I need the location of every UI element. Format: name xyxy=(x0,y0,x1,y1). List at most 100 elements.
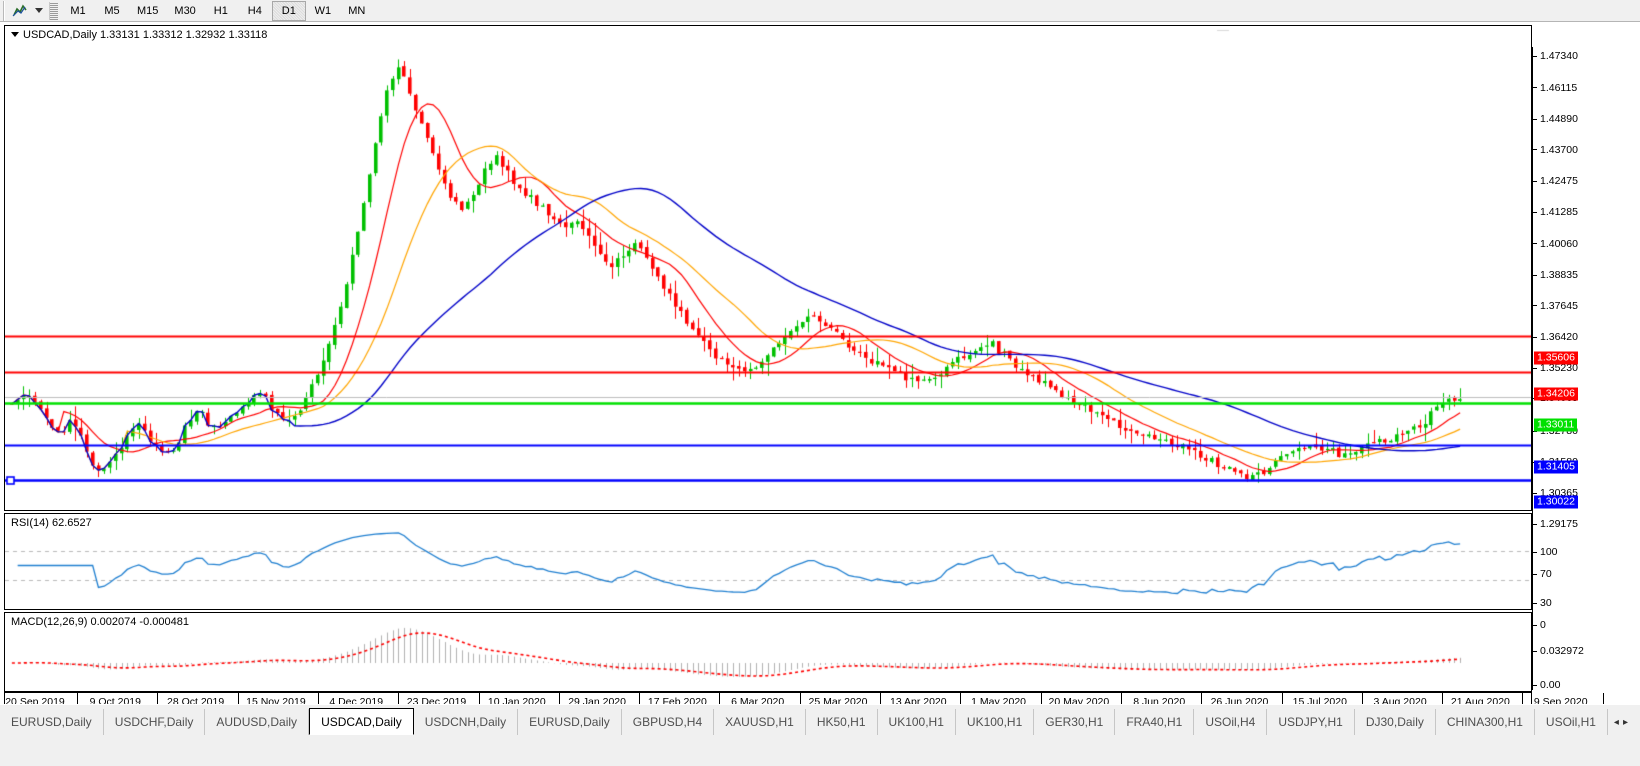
toolbar-drag-handle[interactable] xyxy=(1,0,10,21)
chart-tab-usdcnh-daily[interactable]: USDCNH,Daily xyxy=(414,709,519,735)
chart-tab-label: CHINA300,H1 xyxy=(1446,715,1523,729)
price-tick-label: 1.37645 xyxy=(1540,299,1578,312)
chart-tab-xauusd-h1[interactable]: XAUUSD,H1 xyxy=(714,709,806,735)
date-axis-tick-mark xyxy=(478,693,480,712)
timeframe-button-h1[interactable]: H1 xyxy=(213,4,228,17)
rsi-tick-mark xyxy=(1533,551,1537,553)
rsi-tick-label: 70 xyxy=(1540,567,1552,580)
price-tick-mark xyxy=(1533,367,1537,369)
price-tick-mark xyxy=(1533,243,1537,245)
timeframe-button-m15[interactable]: M15 xyxy=(137,4,159,17)
date-axis-tick-mark xyxy=(960,693,962,712)
price-level-label-resistance[interactable]: 1.34206 xyxy=(1534,387,1578,401)
macd-tick-mark xyxy=(1533,650,1537,652)
date-axis-tick-mark xyxy=(157,693,159,712)
price-tick-label: 1.42475 xyxy=(1540,175,1578,188)
date-axis-tick-mark xyxy=(1522,693,1524,712)
timeframe-button-w1[interactable]: W1 xyxy=(314,4,332,17)
chart-tab-eurusd-daily[interactable]: EURUSD,Daily xyxy=(518,709,622,735)
price-pane[interactable]: USDCAD,Daily 1.33131 1.33312 1.32932 1.3… xyxy=(4,25,1532,511)
chart-tab-label: USDCNH,Daily xyxy=(424,715,507,729)
timeframe-button-m30[interactable]: M30 xyxy=(174,4,196,17)
chart-tab-hk50-h1[interactable]: HK50,H1 xyxy=(806,709,878,735)
price-tick-mark xyxy=(1533,493,1537,495)
price-tick-label: 1.38835 xyxy=(1540,269,1578,282)
timeframe-button-h4[interactable]: H4 xyxy=(247,4,262,17)
chart-tab-label: USDCHF,Daily xyxy=(114,715,194,729)
symbol-ohlc-label: USDCAD,Daily 1.33131 1.33312 1.32932 1.3… xyxy=(11,29,267,41)
chart-tab-label: GER30,H1 xyxy=(1045,715,1104,729)
price-tick-mark xyxy=(1533,337,1537,339)
timeframe-button-m1[interactable]: M1 xyxy=(70,4,86,17)
rsi-tick-mark xyxy=(1533,602,1537,604)
chart-tab-china300-h1[interactable]: CHINA300,H1 xyxy=(1436,709,1535,735)
chart-tab-usdcad-daily[interactable]: USDCAD,Daily xyxy=(309,708,414,735)
rsi-label: RSI(14) 62.6527 xyxy=(11,517,92,529)
macd-tick-label: 0.00 xyxy=(1540,679,1561,691)
chart-tab-label: FRA40,H1 xyxy=(1126,715,1183,729)
chart-tab-label: DJ30,Daily xyxy=(1365,715,1424,729)
price-tick-mark xyxy=(1533,523,1537,525)
chart-tab-label: EURUSD,Daily xyxy=(11,715,92,729)
price-tick-label: 1.43700 xyxy=(1540,143,1578,156)
price-level-label-support[interactable]: 1.30022 xyxy=(1534,495,1578,509)
timeframe-button-mn[interactable]: MN xyxy=(348,4,366,17)
date-axis-tick-mark xyxy=(1361,693,1363,712)
chart-tab-gbpusd-h4[interactable]: GBPUSD,H4 xyxy=(622,709,715,735)
price-axis-tick: 1.37645 xyxy=(1533,300,1578,312)
tabstrip-scroll-left-icon[interactable]: ◂ xyxy=(1613,716,1619,728)
chart-type-dropdown-icon[interactable] xyxy=(32,1,46,21)
tabstrip-scroll-arrows[interactable]: ◂ ▸ xyxy=(1608,709,1634,735)
rsi-axis-tick: 30 xyxy=(1533,597,1552,609)
rsi-pane[interactable]: RSI(14) 62.6527 xyxy=(4,513,1532,610)
chart-tab-usoil-h1[interactable]: USOil,H1 xyxy=(1535,709,1608,735)
rsi-tick-mark xyxy=(1533,624,1537,626)
date-axis-tick-mark xyxy=(880,693,881,712)
date-axis-tick-mark xyxy=(1120,693,1122,712)
top-toolbar: M1 M5 M15 M30 H1 H4 D1 W1 MN xyxy=(0,0,1640,22)
price-level-label-resistance[interactable]: 1.35606 xyxy=(1534,351,1578,365)
chart-tab-usdchf-daily[interactable]: USDCHF,Daily xyxy=(104,709,206,735)
chart-tab-audusd-daily[interactable]: AUDUSD,Daily xyxy=(205,709,310,735)
chart-type-icon[interactable] xyxy=(10,1,32,21)
price-tick-label: 1.44890 xyxy=(1540,113,1578,126)
price-axis-tick: 1.35230 xyxy=(1533,362,1578,374)
chart-tab-ger30-h1[interactable]: GER30,H1 xyxy=(1034,709,1116,735)
price-tick-mark xyxy=(1533,274,1537,276)
timeframe-button-d1[interactable]: D1 xyxy=(271,0,306,21)
price-tick-label: 1.29175 xyxy=(1540,518,1578,530)
price-level-label-current-price[interactable]: 1.33011 xyxy=(1534,418,1578,432)
chart-tab-label: USOil,H1 xyxy=(1545,715,1596,729)
price-level-label-support[interactable]: 1.31405 xyxy=(1534,460,1578,474)
macd-pane[interactable]: MACD(12,26,9) 0.002074 -0.000481 xyxy=(4,612,1532,692)
chart-tab-uk100-h1[interactable]: UK100,H1 xyxy=(956,709,1035,735)
price-tick-label: 1.40060 xyxy=(1540,237,1578,250)
rsi-axis-tick: 0 xyxy=(1533,619,1546,631)
chart-tab-label: XAUUSD,H1 xyxy=(725,715,794,729)
chart-tab-usdjpy-h1[interactable]: USDJPY,H1 xyxy=(1267,709,1355,735)
chart-tab-dj30-daily[interactable]: DJ30,Daily xyxy=(1355,709,1436,735)
date-axis-tick-mark xyxy=(317,693,319,712)
chart-tab-eurusd-daily[interactable]: EURUSD,Daily xyxy=(0,709,104,735)
chart-tab-fra40-h1[interactable]: FRA40,H1 xyxy=(1115,709,1195,735)
collapse-triangle-icon[interactable] xyxy=(11,31,19,37)
date-axis-tick-mark xyxy=(1040,693,1042,712)
tabstrip-scroll-right-icon[interactable]: ▸ xyxy=(1622,716,1628,728)
chart-tab-usoil-h4[interactable]: USOil,H4 xyxy=(1194,709,1268,735)
price-tick-mark xyxy=(1533,305,1537,307)
timeframe-button-m5[interactable]: M5 xyxy=(104,4,120,17)
date-axis-tick-mark xyxy=(77,693,78,712)
price-tick-mark xyxy=(1533,181,1537,183)
price-tick-label: 1.41285 xyxy=(1540,206,1578,218)
date-axis-tick-mark xyxy=(1602,693,1604,712)
rsi-tick-label: 0 xyxy=(1540,619,1546,631)
price-axis-tick: 1.36420 xyxy=(1533,331,1578,343)
rsi-tick-label: 30 xyxy=(1540,597,1552,610)
price-axis[interactable]: 1.47340 1.46115 1.44890 1.43700 1.42475 1.412… xyxy=(1532,47,1640,717)
macd-axis-tick: 0.00 xyxy=(1533,679,1560,691)
price-tick-mark xyxy=(1533,149,1537,151)
date-axis-tick-mark xyxy=(799,693,801,712)
price-axis-tick: 1.29175 xyxy=(1533,518,1578,530)
chart-tabbar: EURUSD,Daily USDCHF,Daily AUDUSD,Daily USDC… xyxy=(0,704,1640,766)
chart-tab-uk100-h1[interactable]: UK100,H1 xyxy=(878,709,956,735)
